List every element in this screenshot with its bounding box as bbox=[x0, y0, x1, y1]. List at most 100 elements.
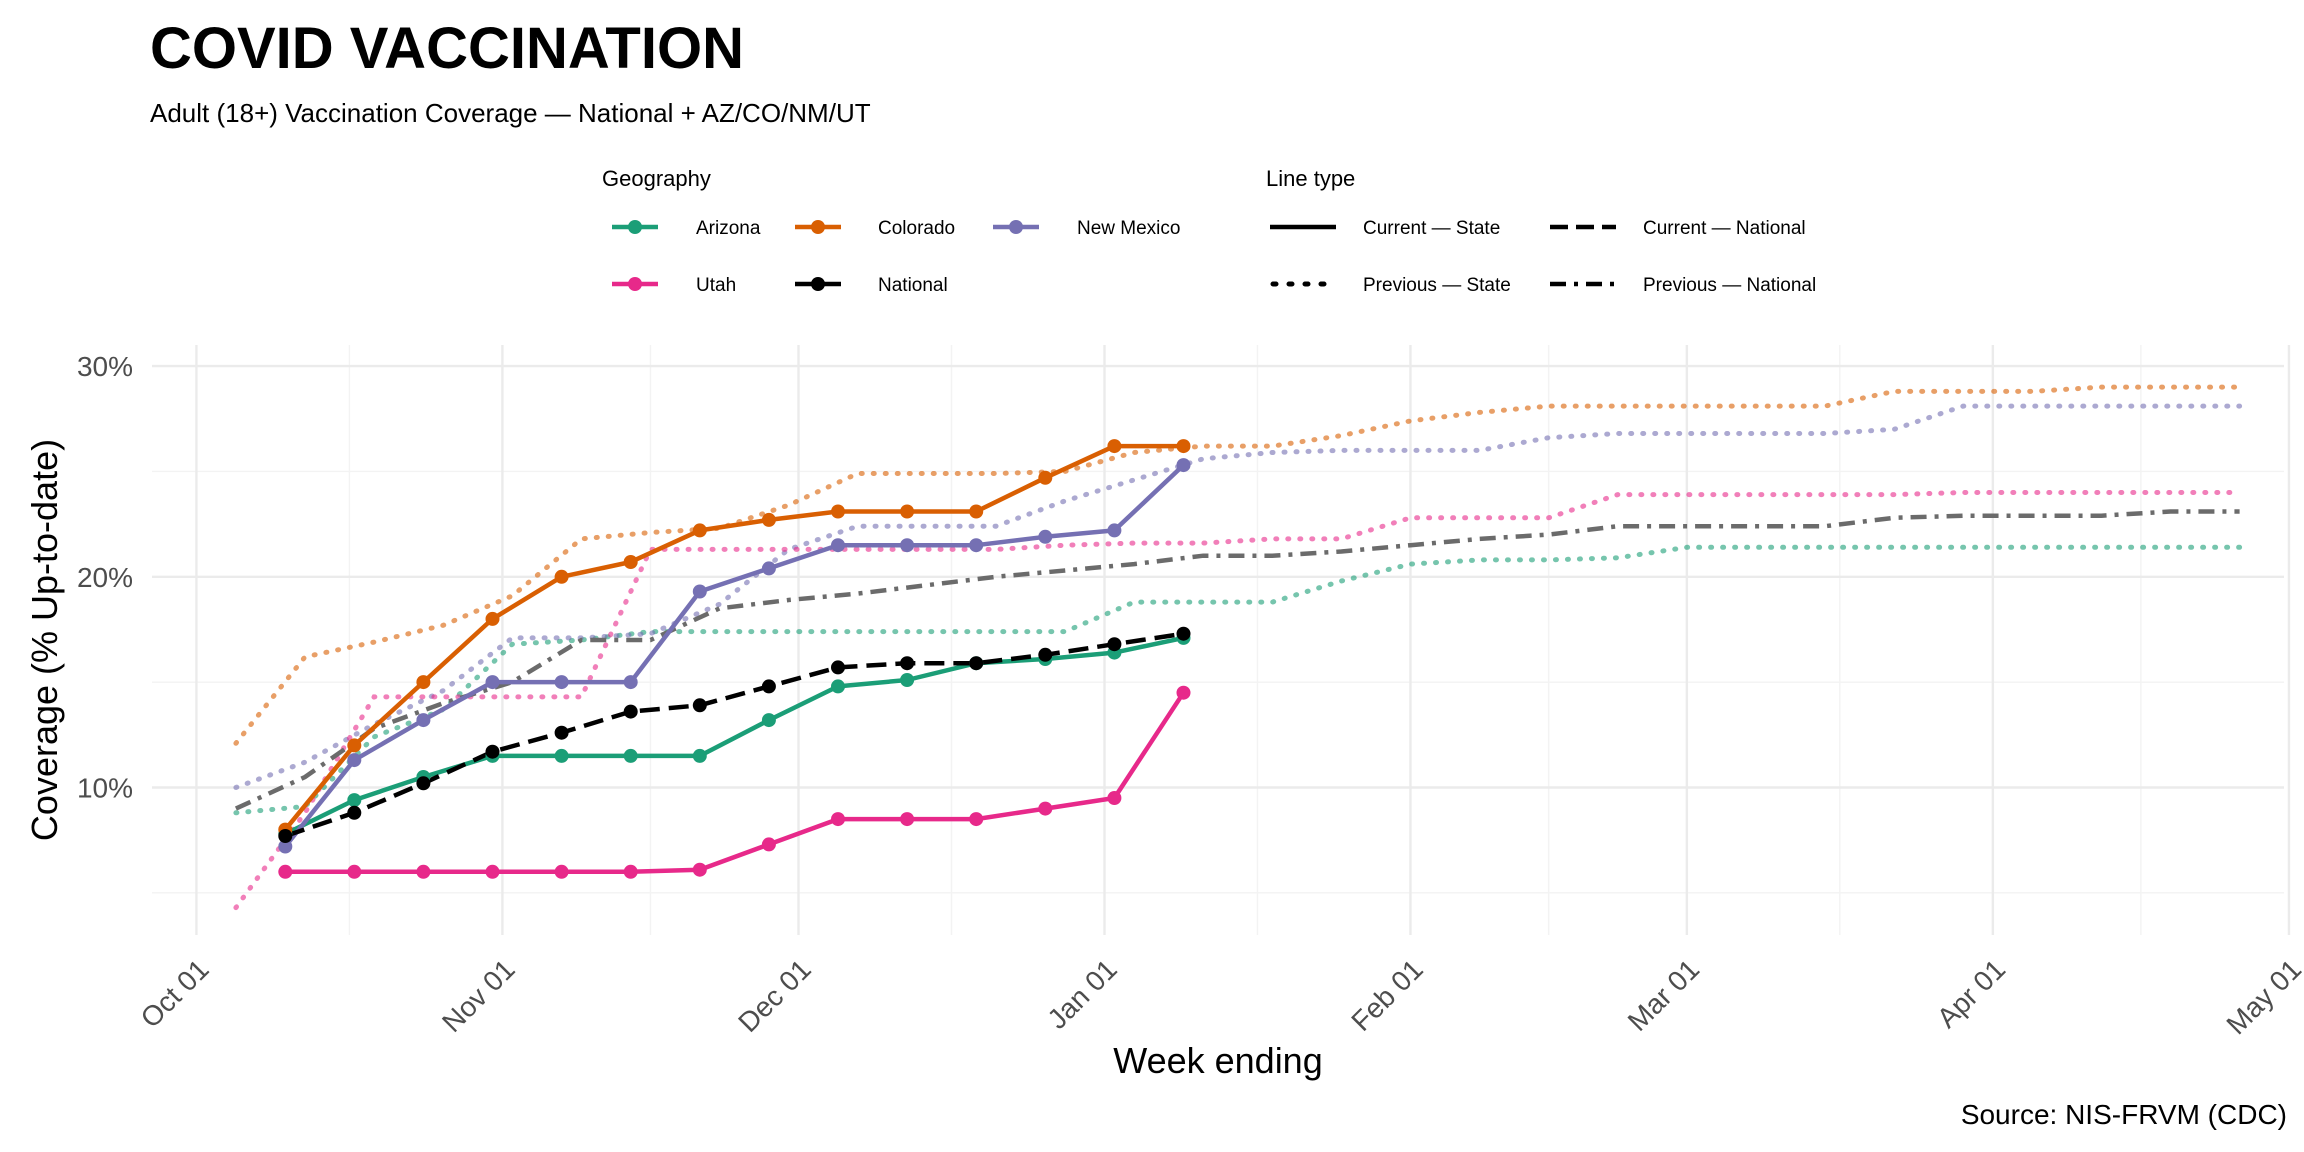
point-national bbox=[623, 704, 638, 719]
legend-key-previous-national: Previous — National bbox=[1550, 275, 1816, 296]
chart-caption: Source: NIS-FRVM (CDC) bbox=[1961, 1099, 2287, 1130]
point-new-mexico bbox=[347, 753, 362, 768]
point-new-mexico bbox=[831, 538, 845, 553]
point-national bbox=[1038, 647, 1053, 662]
y-tick-label: 30% bbox=[77, 351, 133, 382]
point-national bbox=[692, 698, 707, 713]
x-tick-label: Jan 01 bbox=[1042, 953, 1123, 1034]
point-utah bbox=[900, 812, 915, 827]
y-axis-ticks: 10% 20% 30% bbox=[77, 351, 133, 803]
point-utah bbox=[347, 864, 362, 879]
point-utah bbox=[623, 864, 638, 879]
point-arizona bbox=[554, 748, 569, 763]
current-line-national bbox=[284, 631, 1184, 839]
chart-title: COVID VACCINATION bbox=[150, 16, 744, 81]
point-national bbox=[347, 805, 362, 820]
point-colorado bbox=[1176, 439, 1191, 454]
legend-label-colorado: Colorado bbox=[878, 218, 955, 239]
point-colorado bbox=[969, 504, 984, 519]
legend: Geography Line type Arizona Colorado New… bbox=[602, 166, 1816, 296]
legend-key-current-national: Current — National bbox=[1550, 218, 1806, 239]
point-colorado bbox=[347, 738, 362, 753]
x-tick-label: Feb 01 bbox=[1345, 953, 1429, 1037]
point-arizona bbox=[831, 679, 845, 694]
point-colorado bbox=[623, 555, 638, 569]
point-arizona bbox=[347, 793, 362, 808]
current-line-new-mexico bbox=[283, 463, 1186, 848]
point-new-mexico bbox=[692, 584, 707, 599]
point-colorado bbox=[692, 523, 707, 538]
previous-line-colorado bbox=[233, 384, 2243, 746]
x-axis-label: Week ending bbox=[1113, 1040, 1322, 1081]
points-layer bbox=[278, 439, 1191, 879]
x-tick-label: May 01 bbox=[2220, 953, 2304, 1040]
current-line-colorado bbox=[283, 443, 1184, 832]
point-arizona bbox=[900, 673, 915, 687]
x-axis-ticks: Oct 01 Nov 01 Dec 01 Jan 01 Feb 01 Mar 01 Apr … bbox=[135, 953, 2304, 1040]
point-new-mexico bbox=[1176, 458, 1191, 473]
point-new-mexico bbox=[278, 839, 293, 854]
point-colorado bbox=[1107, 439, 1122, 454]
point-colorado bbox=[831, 504, 845, 519]
point-arizona bbox=[761, 713, 776, 728]
y-axis-label: Coverage (% Up-to-date) bbox=[24, 439, 65, 841]
legend-key-national: National bbox=[795, 275, 948, 296]
point-colorado bbox=[416, 675, 431, 690]
point-colorado bbox=[761, 512, 776, 527]
legend-label-national: National bbox=[878, 275, 948, 296]
point-new-mexico bbox=[554, 675, 569, 690]
legend-label-current-state: Current — State bbox=[1363, 218, 1500, 239]
point-utah bbox=[761, 837, 776, 852]
point-utah bbox=[692, 862, 707, 877]
point-national bbox=[416, 776, 431, 791]
point-national bbox=[485, 744, 500, 759]
point-colorado bbox=[1038, 470, 1053, 485]
x-tick-label: Nov 01 bbox=[436, 953, 521, 1038]
point-new-mexico bbox=[969, 538, 984, 553]
previous-line-arizona bbox=[233, 544, 2243, 816]
point-new-mexico bbox=[1107, 523, 1122, 538]
point-national bbox=[554, 725, 569, 740]
point-new-mexico bbox=[623, 675, 638, 690]
series-layer bbox=[233, 384, 2243, 911]
legend-label-current-national: Current — National bbox=[1643, 218, 1806, 239]
point-new-mexico bbox=[485, 675, 500, 690]
point-colorado bbox=[554, 569, 569, 584]
point-utah bbox=[554, 864, 569, 879]
legend-key-new-mexico: New Mexico bbox=[993, 218, 1180, 239]
point-utah bbox=[1176, 685, 1191, 700]
point-utah bbox=[969, 812, 984, 827]
legend-label-previous-state: Previous — State bbox=[1363, 275, 1511, 296]
chart-subtitle: Adult (18+) Vaccination Coverage — Natio… bbox=[150, 98, 871, 128]
point-arizona bbox=[692, 748, 707, 763]
point-national bbox=[761, 679, 776, 694]
legend-label-arizona: Arizona bbox=[696, 218, 761, 239]
y-tick-label: 10% bbox=[77, 773, 133, 804]
x-tick-label: Oct 01 bbox=[135, 953, 215, 1033]
point-utah bbox=[831, 812, 845, 827]
point-national bbox=[900, 656, 915, 671]
point-national bbox=[1107, 637, 1122, 652]
legend-linetype-title: Line type bbox=[1266, 166, 1355, 191]
point-new-mexico bbox=[1038, 529, 1053, 544]
point-national bbox=[1176, 626, 1191, 641]
point-new-mexico bbox=[761, 561, 776, 576]
point-utah bbox=[485, 864, 500, 879]
y-tick-label: 20% bbox=[77, 562, 133, 593]
legend-key-previous-state: Previous — State bbox=[1270, 275, 1511, 296]
point-national bbox=[278, 829, 293, 843]
point-arizona bbox=[623, 748, 638, 763]
point-national bbox=[831, 660, 845, 675]
legend-key-utah: Utah bbox=[612, 275, 736, 296]
point-new-mexico bbox=[416, 713, 431, 728]
legend-key-colorado: Colorado bbox=[795, 218, 955, 239]
point-colorado bbox=[900, 504, 915, 519]
point-colorado bbox=[485, 611, 500, 626]
legend-key-arizona: Arizona bbox=[612, 218, 761, 239]
x-tick-label: Apr 01 bbox=[1931, 953, 2011, 1033]
legend-label-new-mexico: New Mexico bbox=[1077, 218, 1180, 239]
current-line-utah bbox=[285, 691, 1186, 875]
point-utah bbox=[1038, 801, 1053, 816]
point-new-mexico bbox=[900, 538, 915, 553]
